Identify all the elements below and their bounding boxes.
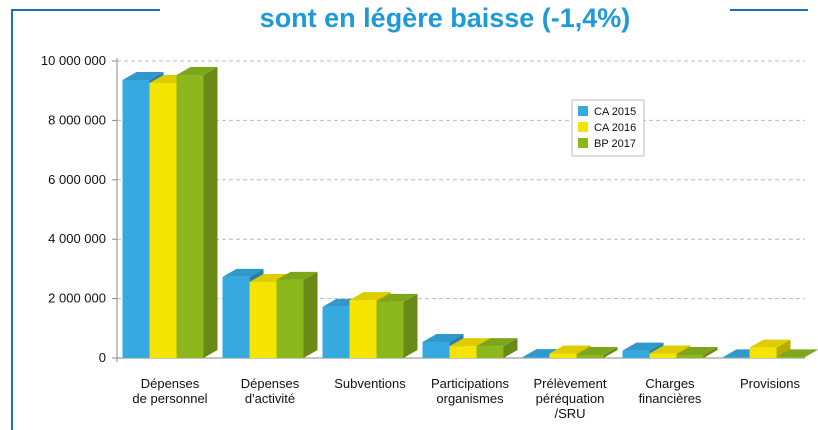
bar-top bbox=[222, 268, 264, 277]
bar bbox=[476, 346, 504, 358]
legend-label: CA 2016 bbox=[594, 122, 636, 134]
legend-label: BP 2017 bbox=[594, 138, 636, 150]
bar bbox=[149, 82, 177, 358]
y-tick-label: 8 000 000 bbox=[48, 112, 106, 127]
bar bbox=[549, 353, 577, 358]
bar-top bbox=[576, 347, 618, 356]
legend-label: CA 2015 bbox=[594, 106, 636, 118]
bar-side bbox=[203, 66, 218, 359]
bar-top bbox=[176, 66, 218, 75]
x-tick-label: de personnel bbox=[132, 391, 207, 406]
legend-swatch bbox=[578, 138, 588, 148]
bar bbox=[649, 353, 677, 358]
bar-side bbox=[503, 338, 518, 358]
bar-top bbox=[776, 349, 818, 358]
bar bbox=[722, 357, 750, 358]
bar bbox=[522, 357, 550, 358]
bar bbox=[276, 279, 304, 358]
bar bbox=[249, 281, 277, 358]
bar bbox=[749, 347, 777, 358]
x-tick-label: organismes bbox=[436, 391, 504, 406]
bar-top bbox=[749, 339, 791, 348]
bar-top bbox=[349, 292, 391, 301]
x-tick-label: financières bbox=[639, 391, 702, 406]
bar-top bbox=[376, 293, 418, 302]
y-tick-label: 10 000 000 bbox=[41, 53, 106, 68]
y-tick-label: 6 000 000 bbox=[48, 172, 106, 187]
x-tick-label: Dépenses bbox=[141, 376, 200, 391]
bar bbox=[376, 301, 404, 358]
frame bbox=[11, 9, 808, 430]
x-tick-label: Charges bbox=[645, 376, 695, 391]
y-tick-label: 0 bbox=[99, 350, 106, 365]
bar bbox=[349, 300, 377, 358]
bar bbox=[422, 341, 450, 358]
y-tick-label: 4 000 000 bbox=[48, 231, 106, 246]
x-tick-label: péréquation bbox=[536, 391, 605, 406]
bar-top bbox=[549, 345, 591, 354]
bar-top bbox=[122, 72, 164, 81]
x-tick-label: Provisions bbox=[740, 376, 800, 391]
x-tick-label: /SRU bbox=[554, 406, 585, 421]
bar-side bbox=[603, 347, 618, 358]
bar bbox=[176, 74, 204, 359]
bar-side bbox=[303, 271, 318, 358]
x-tick-label: Dépenses bbox=[241, 376, 300, 391]
bar-top bbox=[476, 338, 518, 347]
x-tick-label: Participations bbox=[431, 376, 510, 391]
bar-top bbox=[449, 338, 491, 347]
legend-swatch bbox=[578, 122, 588, 132]
x-tick-label: d'activité bbox=[245, 391, 295, 406]
bar bbox=[676, 355, 704, 358]
bar bbox=[122, 80, 150, 359]
bar-side bbox=[776, 339, 791, 358]
bar bbox=[222, 276, 250, 358]
y-tick-label: 2 000 000 bbox=[48, 291, 106, 306]
chart-title: sont en légère baisse (-1,4%) bbox=[260, 3, 631, 33]
bar bbox=[322, 306, 350, 358]
bar-top bbox=[276, 271, 318, 280]
bar bbox=[576, 355, 604, 358]
bar-top bbox=[249, 273, 291, 282]
x-tick-label: Prélèvement bbox=[534, 376, 607, 391]
bar-top bbox=[676, 347, 718, 356]
x-tick-label: Subventions bbox=[334, 376, 406, 391]
bar-side bbox=[403, 293, 418, 358]
bar-top bbox=[522, 349, 564, 358]
bar bbox=[776, 357, 804, 358]
bar-top bbox=[422, 333, 464, 342]
bar bbox=[449, 346, 477, 358]
bar-side bbox=[703, 347, 718, 358]
bar-top bbox=[622, 342, 664, 351]
bar-side bbox=[803, 349, 818, 358]
legend-swatch bbox=[578, 106, 588, 116]
bar-top bbox=[649, 345, 691, 354]
bar bbox=[622, 350, 650, 358]
